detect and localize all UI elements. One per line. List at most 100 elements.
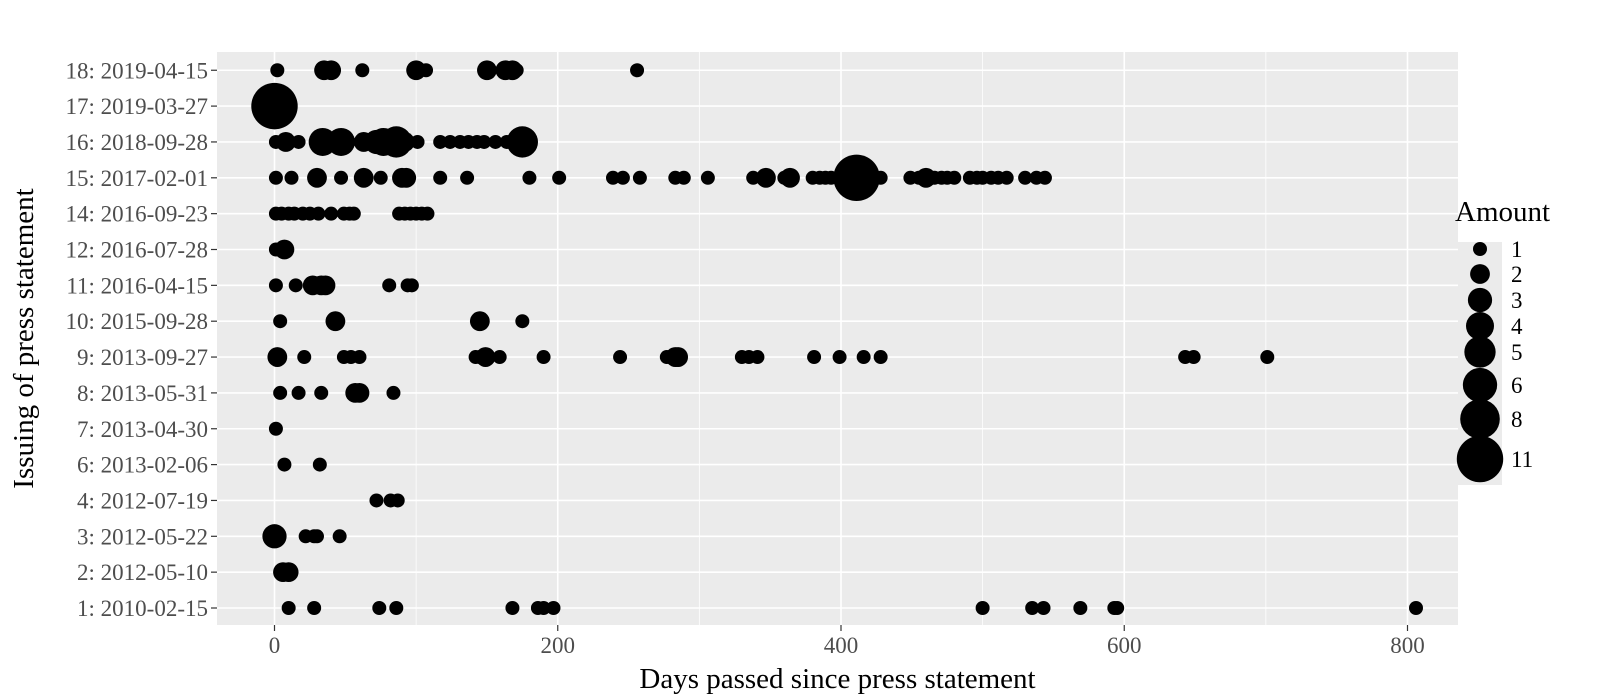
data-point bbox=[312, 457, 327, 472]
data-point bbox=[270, 63, 285, 78]
x-axis-ticks: 0 200 400 600 800 bbox=[269, 625, 1425, 658]
data-point bbox=[1260, 350, 1275, 365]
data-point bbox=[488, 134, 503, 149]
data-point bbox=[325, 311, 346, 332]
data-point bbox=[268, 278, 283, 293]
data-point bbox=[404, 278, 419, 293]
data-point bbox=[369, 493, 384, 508]
data-point bbox=[314, 385, 329, 400]
legend-key-label: 6 bbox=[1511, 373, 1523, 398]
data-point bbox=[668, 347, 689, 367]
data-point bbox=[284, 170, 299, 185]
data-point bbox=[389, 601, 404, 615]
data-point bbox=[382, 278, 397, 293]
data-point bbox=[552, 170, 567, 185]
y-tick-label: 16: 2018-09-28 bbox=[66, 130, 208, 155]
data-point bbox=[309, 529, 324, 544]
y-tick-label: 10: 2015-09-28 bbox=[66, 309, 208, 334]
data-point bbox=[1037, 170, 1052, 185]
data-point bbox=[443, 134, 458, 149]
data-point bbox=[373, 170, 388, 185]
data-point bbox=[262, 524, 287, 549]
data-point bbox=[807, 350, 822, 365]
legend-key-label: 5 bbox=[1511, 340, 1523, 365]
data-point bbox=[281, 601, 296, 615]
y-tick-label: 3: 2012-05-22 bbox=[77, 524, 208, 549]
data-point bbox=[475, 347, 496, 367]
data-point bbox=[780, 167, 800, 188]
data-point bbox=[853, 170, 868, 185]
data-point bbox=[632, 170, 647, 185]
data-point bbox=[267, 347, 288, 367]
y-tick-label: 18: 2019-04-15 bbox=[66, 58, 208, 83]
data-point bbox=[975, 601, 990, 615]
x-tick-label: 600 bbox=[1107, 633, 1142, 658]
data-point bbox=[1036, 601, 1051, 615]
data-point bbox=[856, 350, 871, 365]
data-point bbox=[505, 601, 520, 615]
data-point bbox=[410, 134, 425, 149]
data-point bbox=[492, 350, 507, 365]
data-point bbox=[630, 63, 645, 78]
legend-title: Amount bbox=[1455, 196, 1550, 228]
data-point bbox=[873, 170, 888, 185]
data-points bbox=[251, 60, 1423, 615]
data-point bbox=[420, 206, 435, 221]
data-point bbox=[332, 529, 347, 544]
legend-key-label: 2 bbox=[1511, 262, 1523, 287]
data-point bbox=[1110, 601, 1125, 615]
y-tick-label: 12: 2016-07-28 bbox=[66, 238, 208, 263]
data-point bbox=[291, 134, 306, 149]
data-point bbox=[288, 278, 303, 293]
data-point bbox=[334, 170, 349, 185]
data-point bbox=[750, 350, 765, 365]
data-point bbox=[291, 385, 306, 400]
data-point bbox=[386, 385, 401, 400]
data-point bbox=[307, 601, 322, 615]
data-point bbox=[390, 493, 405, 508]
y-axis-ticks: 1: 2010-02-15 2: 2012-05-10 3: 2012-05-22 4… bbox=[66, 58, 217, 621]
legend-key-label: 8 bbox=[1511, 407, 1523, 432]
data-point bbox=[615, 170, 630, 185]
legend-key-circle bbox=[1473, 242, 1487, 256]
legend-key-label: 3 bbox=[1511, 288, 1523, 313]
y-tick-label: 7: 2013-04-30 bbox=[77, 417, 208, 442]
data-point bbox=[268, 170, 283, 185]
data-point bbox=[372, 601, 387, 615]
data-point bbox=[433, 170, 448, 185]
data-point bbox=[756, 167, 776, 188]
data-point bbox=[536, 601, 551, 615]
legend-key-label: 4 bbox=[1511, 314, 1523, 339]
data-point bbox=[315, 275, 336, 296]
data-point bbox=[1408, 601, 1423, 615]
data-point bbox=[355, 63, 370, 78]
data-point bbox=[469, 311, 490, 332]
x-tick-label: 800 bbox=[1390, 633, 1425, 658]
y-tick-label: 2: 2012-05-10 bbox=[77, 560, 208, 585]
data-point bbox=[605, 170, 620, 185]
data-point bbox=[873, 350, 888, 365]
y-axis-title: Issuing of press statement bbox=[8, 188, 40, 488]
data-point bbox=[321, 60, 342, 81]
data-point bbox=[268, 421, 283, 436]
legend-key-label: 11 bbox=[1511, 447, 1533, 472]
data-point bbox=[275, 132, 296, 152]
y-tick-label: 15: 2017-02-01 bbox=[66, 166, 208, 191]
data-point bbox=[352, 350, 367, 365]
data-point bbox=[396, 167, 417, 188]
data-point bbox=[522, 170, 537, 185]
data-point bbox=[1025, 601, 1040, 615]
data-point bbox=[832, 350, 847, 365]
data-point bbox=[349, 383, 370, 403]
data-point bbox=[536, 350, 551, 365]
y-tick-label: 9: 2013-09-27 bbox=[77, 345, 208, 370]
legend-key-label: 1 bbox=[1511, 237, 1523, 262]
legend-key-circle bbox=[1470, 264, 1490, 284]
data-point bbox=[307, 167, 327, 188]
data-point bbox=[700, 170, 715, 185]
data-point bbox=[999, 170, 1014, 185]
y-tick-label: 14: 2016-09-23 bbox=[66, 202, 208, 227]
legend-key-circle bbox=[1464, 336, 1496, 368]
data-point bbox=[546, 601, 561, 615]
